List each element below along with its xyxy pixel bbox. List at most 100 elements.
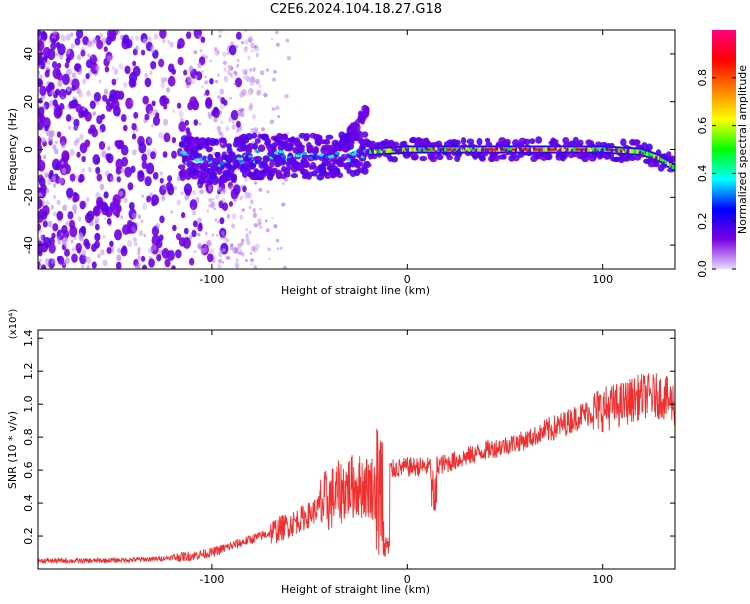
trace-outer-blob xyxy=(356,130,363,137)
noise-blob xyxy=(42,220,48,228)
x-tick-label: 0 xyxy=(404,573,411,586)
noise-blob xyxy=(223,67,227,72)
y-tick-label: -20 xyxy=(22,188,35,206)
noise-blob xyxy=(112,204,121,217)
trace-outer-blob xyxy=(361,131,369,138)
trace-core-blob xyxy=(182,152,188,156)
noise-blob xyxy=(130,165,136,174)
noise-blob xyxy=(92,111,97,117)
noise-blob xyxy=(103,46,108,53)
noise-blob xyxy=(53,194,57,199)
trace-outer-blob xyxy=(218,137,227,143)
noise-blob xyxy=(158,131,164,139)
noise-blob xyxy=(130,99,134,105)
sparse-noise-dot xyxy=(219,133,224,138)
trace-peak xyxy=(582,148,586,151)
noise-blob xyxy=(49,99,55,107)
noise-blob xyxy=(215,194,220,200)
trace-outer-blob xyxy=(241,170,248,178)
noise-blob xyxy=(93,91,101,103)
noise-blob xyxy=(112,99,120,110)
sparse-noise-dot xyxy=(221,188,227,193)
sparse-noise-dot xyxy=(259,207,262,211)
noise-blob xyxy=(91,261,97,269)
trace-outer-blob xyxy=(523,138,531,145)
noise-blob xyxy=(41,31,48,41)
colorbar-tick-label: 0.0 xyxy=(696,260,709,278)
trace-mid xyxy=(545,147,549,152)
noise-blob xyxy=(92,37,98,44)
noise-blob xyxy=(247,88,253,96)
trace-mid xyxy=(617,148,621,153)
sparse-noise-dot xyxy=(220,121,223,124)
sparse-noise-dot xyxy=(229,97,232,100)
noise-blob xyxy=(103,191,109,199)
noise-blob xyxy=(72,99,79,108)
sparse-noise-dot xyxy=(196,232,201,237)
noise-blob xyxy=(180,212,186,219)
noise-blob xyxy=(197,217,202,224)
noise-blob xyxy=(64,248,70,257)
sparse-noise-dot xyxy=(279,246,283,250)
sparse-noise-dot xyxy=(261,127,265,132)
noise-blob xyxy=(148,247,153,254)
trace-outer-blob xyxy=(303,161,310,168)
noise-blob xyxy=(161,195,166,202)
noise-blob xyxy=(86,264,90,269)
trace-outer-blob xyxy=(269,160,275,168)
noise-blob xyxy=(133,236,137,243)
sparse-noise-dot xyxy=(249,258,254,263)
sparse-noise-dot xyxy=(221,261,225,264)
noise-blob xyxy=(55,52,59,57)
noise-blob xyxy=(192,220,198,228)
noise-blob xyxy=(56,131,62,138)
trace-mid xyxy=(659,156,663,162)
noise-blob xyxy=(72,204,77,212)
noise-blob xyxy=(192,189,196,196)
noise-blob xyxy=(56,62,62,69)
noise-blob xyxy=(144,176,152,187)
noise-blob xyxy=(224,237,229,243)
noise-blob xyxy=(253,127,259,134)
sparse-noise-dot xyxy=(204,55,209,60)
noise-blob xyxy=(56,255,62,262)
noise-blob xyxy=(232,184,241,196)
noise-blob xyxy=(56,199,61,206)
noise-blob xyxy=(256,89,261,96)
noise-blob xyxy=(73,236,77,241)
y-tick-label: 1.4 xyxy=(22,329,35,347)
trace-outer-blob xyxy=(177,164,186,170)
noise-blob xyxy=(184,194,189,201)
noise-blob xyxy=(99,33,103,38)
noise-blob xyxy=(104,66,110,73)
noise-blob xyxy=(76,151,81,158)
trace-mid xyxy=(596,147,600,152)
noise-blob xyxy=(167,39,171,44)
sparse-noise-dot xyxy=(216,220,220,224)
trace-peak xyxy=(552,148,556,151)
y-tick-label: 0.2 xyxy=(22,527,35,545)
noise-blob xyxy=(172,109,175,113)
noise-blob xyxy=(80,49,86,57)
noise-blob xyxy=(228,185,233,192)
trace-outer-blob xyxy=(577,139,584,146)
trace-outer-blob xyxy=(607,153,615,159)
noise-blob xyxy=(252,207,256,213)
noise-blob xyxy=(132,149,137,156)
trace-mid xyxy=(561,147,565,152)
noise-blob xyxy=(103,217,107,221)
noise-blob xyxy=(258,222,262,227)
sparse-noise-dot xyxy=(271,217,274,220)
trace-core-blob xyxy=(248,154,254,158)
trace-outer-blob xyxy=(429,155,438,163)
sparse-noise-dot xyxy=(240,195,244,199)
sparse-noise-dot xyxy=(275,238,280,243)
sparse-noise-dot xyxy=(191,206,195,209)
sparse-noise-dot xyxy=(204,75,207,79)
noise-blob xyxy=(239,214,244,220)
trace-outer-blob xyxy=(561,152,569,160)
trace-outer-blob xyxy=(484,137,491,143)
sparse-noise-dot xyxy=(286,131,290,135)
noise-blob xyxy=(48,243,56,254)
noise-blob xyxy=(235,31,242,40)
